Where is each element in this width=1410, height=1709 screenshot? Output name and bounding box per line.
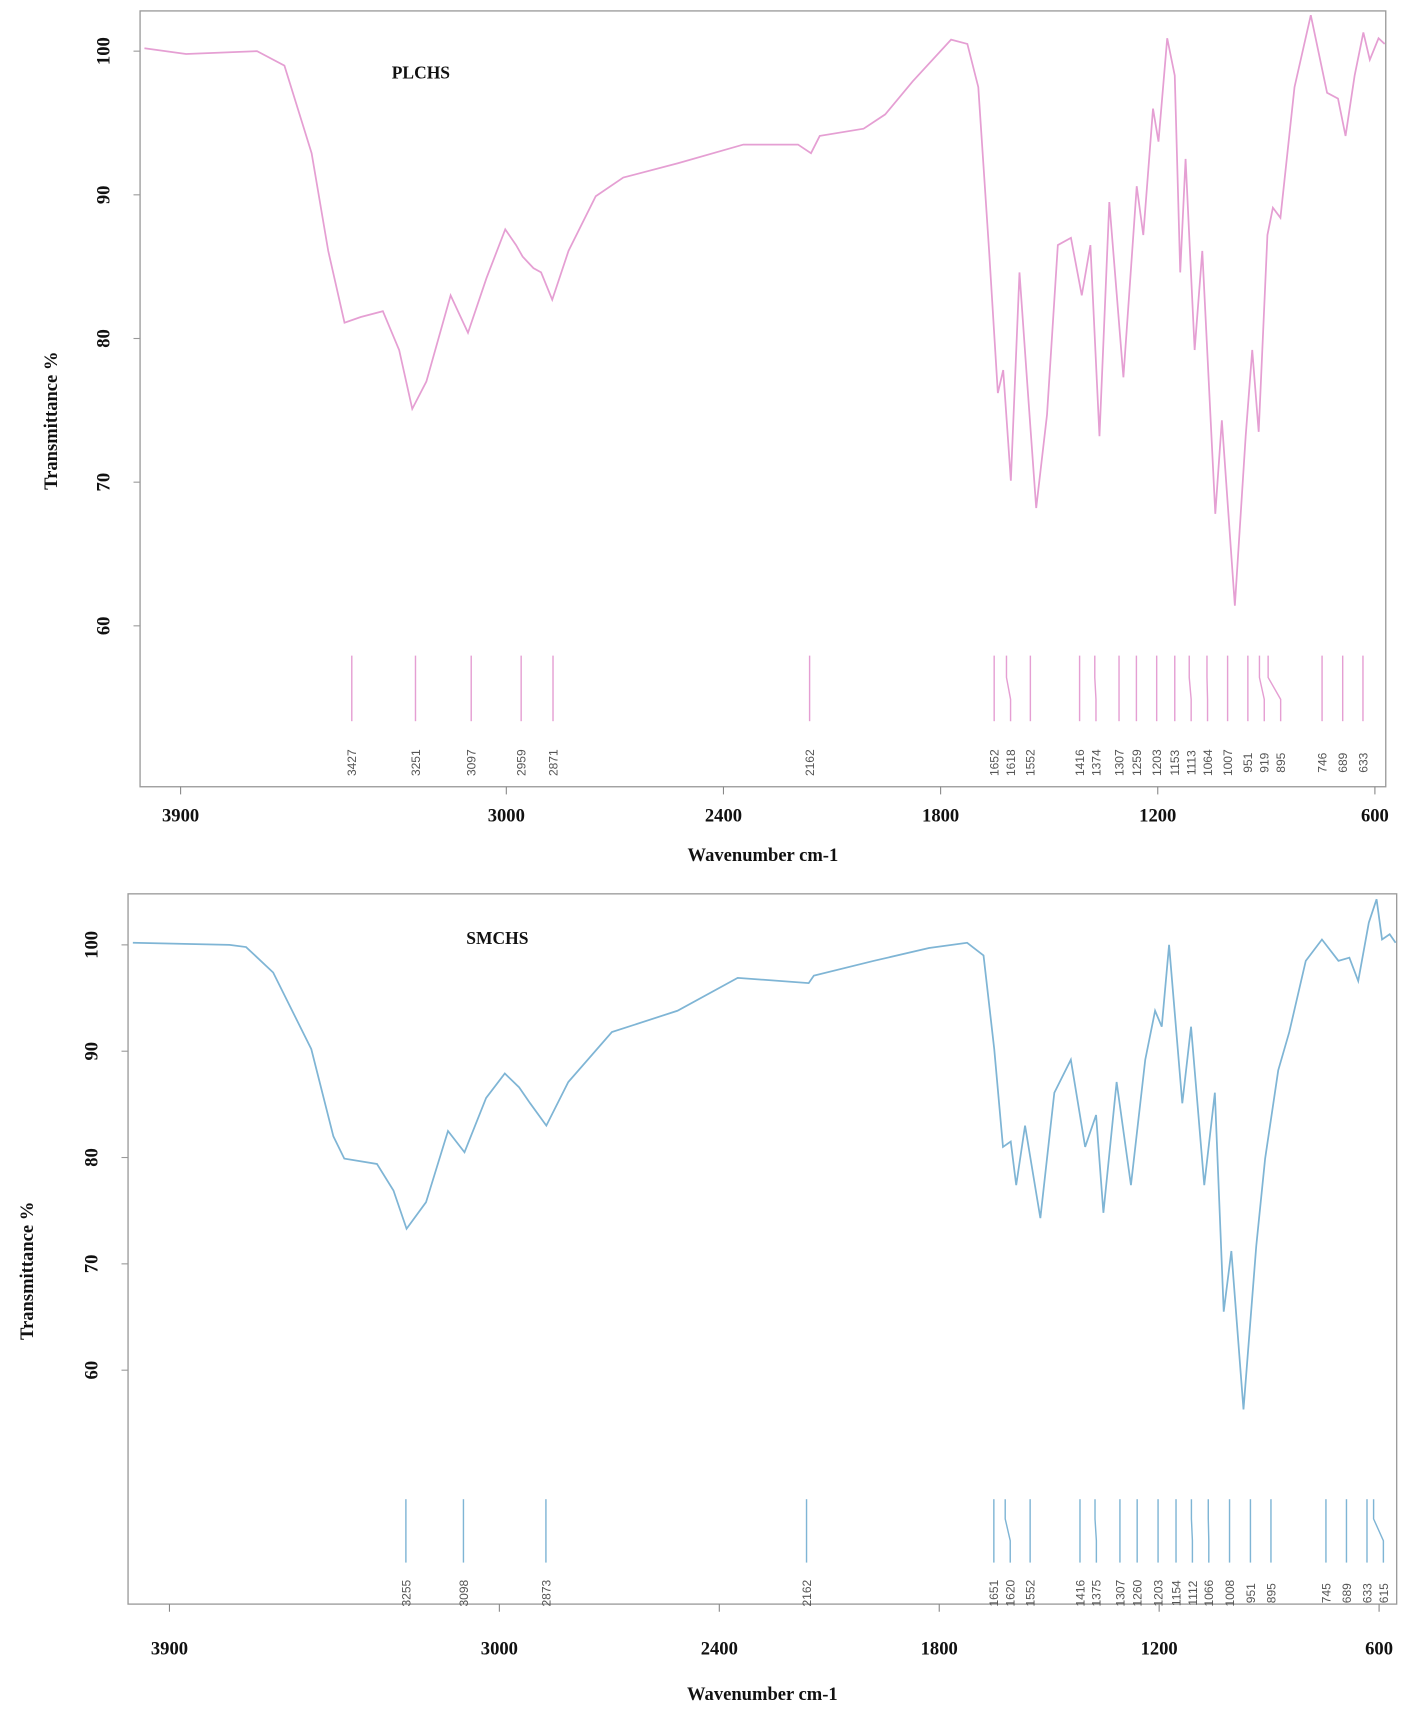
peak-label: 1651 — [987, 1580, 1001, 1607]
x-tick-label: 600 — [1361, 806, 1389, 827]
chart-title: SMCHS — [466, 928, 528, 948]
peak-label: 1307 — [1112, 749, 1126, 776]
x-tick-label: 600 — [1365, 1638, 1393, 1659]
peak-label: 633 — [1356, 752, 1370, 772]
peak-label: 1113 — [1185, 750, 1199, 775]
y-axis-label: Transmittance % — [41, 352, 62, 490]
peak-label: 1259 — [1130, 749, 1144, 776]
peak-label: 895 — [1274, 752, 1288, 772]
peak-label: 3098 — [457, 1580, 471, 1607]
peak-marker — [1206, 655, 1209, 722]
plot-frame — [139, 10, 1387, 788]
x-tick-label: 2400 — [701, 1638, 738, 1659]
y-tick-label: 90 — [93, 186, 114, 205]
y-axis-label: Transmittance % — [17, 1202, 38, 1340]
peak-label: 633 — [1360, 1583, 1374, 1603]
peak-label: 1007 — [1221, 749, 1235, 776]
peak-label: 689 — [1340, 1583, 1354, 1603]
y-tick-label: 100 — [93, 37, 114, 65]
x-tick-label: 1800 — [922, 806, 959, 827]
peak-label: 1203 — [1151, 1580, 1165, 1607]
peak-label: 615 — [1377, 1583, 1391, 1603]
x-tick-label: 1800 — [921, 1638, 958, 1659]
peak-label: 1203 — [1150, 749, 1164, 776]
peak-label: 1416 — [1073, 1580, 1087, 1607]
peak-label: 1154 — [1169, 1580, 1183, 1606]
peak-marker — [1207, 1499, 1210, 1563]
peak-label: 1375 — [1090, 1580, 1104, 1607]
peak-label: 746 — [1315, 752, 1329, 772]
peak-marker — [1372, 1499, 1385, 1563]
x-tick-label: 3900 — [151, 1638, 188, 1659]
peak-label: 1064 — [1201, 749, 1215, 776]
chart-title: PLCHS — [392, 63, 450, 83]
peak-label: 1153 — [1168, 749, 1182, 775]
y-tick-label: 80 — [81, 1148, 102, 1167]
peak-label: 1652 — [988, 749, 1002, 776]
x-tick-label: 1200 — [1141, 1638, 1178, 1659]
x-tick-label: 3000 — [481, 1638, 518, 1659]
peak-label: 951 — [1241, 752, 1255, 772]
peak-label: 919 — [1258, 752, 1272, 772]
peak-marker — [1258, 655, 1265, 722]
peak-label: 2959 — [515, 749, 529, 776]
y-tick-label: 70 — [93, 473, 114, 492]
peak-label: 3097 — [465, 749, 479, 776]
peak-label: 689 — [1336, 752, 1350, 772]
x-tick-label: 3900 — [162, 806, 199, 827]
peak-label: 1112 — [1186, 1580, 1200, 1605]
peak-marker — [1267, 655, 1282, 722]
peak-label: 1552 — [1024, 749, 1038, 776]
peak-label: 1260 — [1131, 1580, 1145, 1607]
peak-label: 2871 — [546, 749, 560, 776]
y-tick-label: 100 — [81, 931, 102, 959]
peak-marker — [1094, 655, 1097, 722]
peak-label: 1066 — [1202, 1580, 1216, 1607]
peak-marker — [1190, 1499, 1194, 1563]
peak-label: 1618 — [1004, 749, 1018, 776]
spectrum-line — [144, 14, 1386, 606]
peak-label: 3427 — [345, 749, 359, 776]
x-tick-label: 1200 — [1139, 806, 1176, 827]
peak-marker — [1004, 1499, 1011, 1563]
peak-marker — [1005, 655, 1012, 722]
y-tick-label: 60 — [93, 617, 114, 636]
y-tick-label: 60 — [81, 1361, 102, 1380]
peak-marker — [1094, 1499, 1098, 1563]
peak-label: 2162 — [800, 1580, 814, 1607]
peak-label: 1552 — [1024, 1580, 1038, 1607]
x-tick-label: 3000 — [488, 806, 525, 827]
y-tick-label: 90 — [81, 1042, 102, 1061]
peak-label: 1416 — [1073, 749, 1087, 776]
peak-label: 1008 — [1223, 1580, 1237, 1607]
peak-label: 895 — [1264, 1583, 1278, 1603]
peak-label: 1620 — [1004, 1580, 1018, 1607]
x-tick-label: 2400 — [705, 806, 742, 827]
plot-frame — [127, 893, 1398, 1605]
peak-label: 745 — [1319, 1583, 1333, 1603]
peak-label: 1307 — [1113, 1580, 1127, 1607]
x-axis-label: Wavenumber cm-1 — [688, 845, 839, 866]
peak-label: 1374 — [1089, 749, 1103, 776]
spectrum-line — [132, 898, 1397, 1410]
peak-label: 3251 — [409, 749, 423, 776]
x-axis-label: Wavenumber cm-1 — [687, 1684, 838, 1705]
peak-label: 2162 — [803, 749, 817, 776]
peak-label: 2873 — [539, 1580, 553, 1607]
peak-label: 951 — [1244, 1583, 1258, 1603]
y-tick-label: 70 — [81, 1255, 102, 1274]
y-tick-label: 80 — [93, 329, 114, 348]
peak-marker — [1188, 655, 1192, 722]
peak-label: 3255 — [399, 1580, 413, 1607]
